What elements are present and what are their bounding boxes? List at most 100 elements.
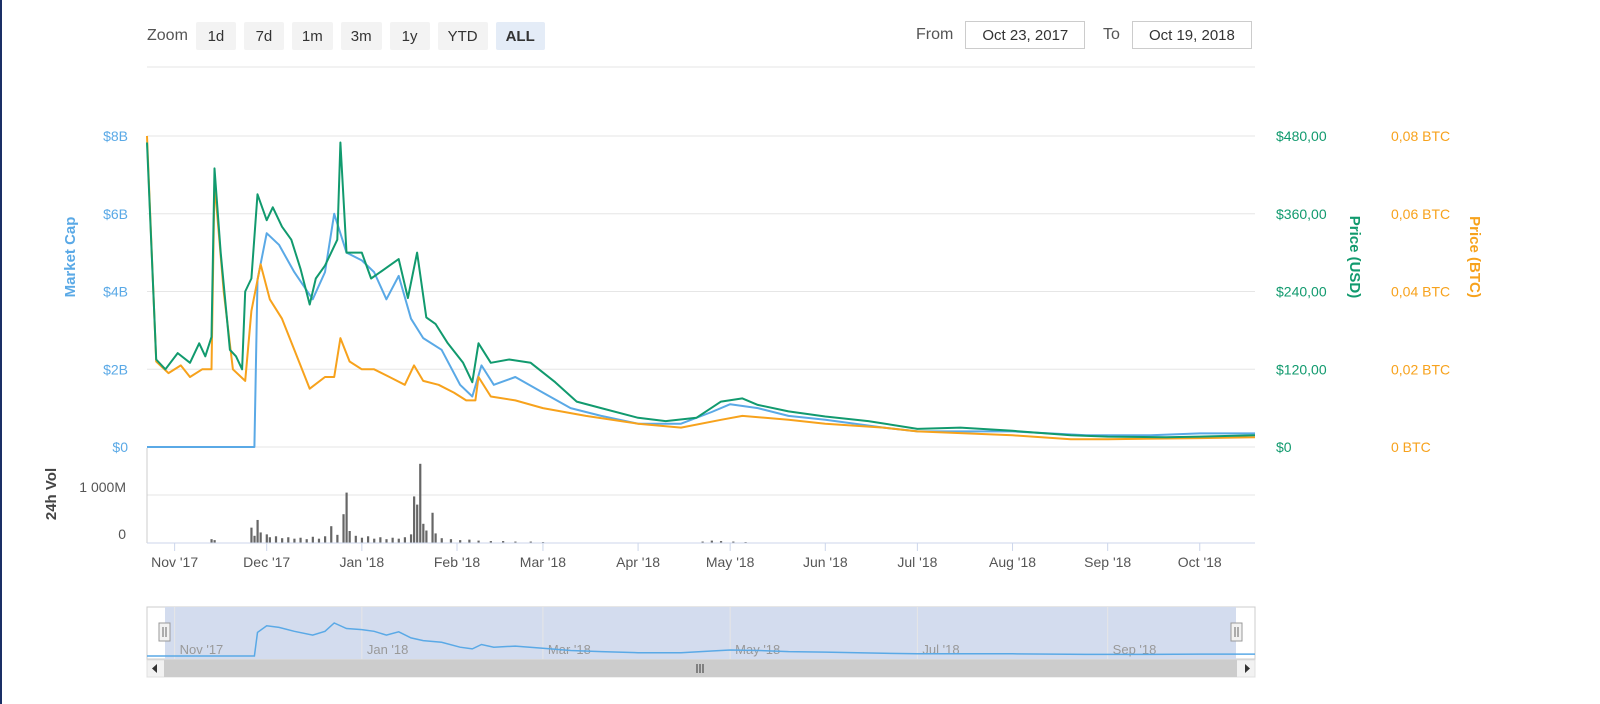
axis-ticks: $0 $2B $4B $6B $8B $0 $120,00 $240,00 $360,00 $48… (103, 128, 1450, 570)
price-usd-tick-label: $240,00 (1276, 284, 1327, 300)
zoom-1m-button[interactable]: 1m (291, 22, 333, 50)
x-tick-label: Nov '17 (151, 554, 198, 570)
volume-bar (732, 541, 735, 543)
navigator-tick-label: Mar '18 (548, 642, 591, 657)
market-cap-tick-label: $2B (103, 361, 128, 377)
volume-bar (345, 492, 348, 543)
volume-bar (397, 538, 400, 543)
price-usd-line (146, 141, 1256, 439)
navigator-tick-label: May '18 (735, 642, 780, 657)
navigator-tick-label: Jan '18 (367, 642, 409, 657)
market-cap-axis-title: Market Cap (62, 217, 79, 298)
volume-bar (256, 519, 259, 543)
volume-bar (403, 537, 407, 543)
volume-bar (268, 537, 271, 543)
volume-bar (348, 531, 351, 543)
zoom-toolbar: Zoom 1d 7d 1m 3m 1y YTD ALL (147, 21, 553, 51)
volume-bar (422, 523, 425, 543)
market-cap-tick-label: $0 (112, 439, 128, 455)
market-cap-tick-label: $6B (103, 206, 128, 222)
series-lines (146, 135, 1256, 448)
volume-bar (250, 527, 253, 543)
price-btc-tick-label: 0,04 BTC (1391, 284, 1450, 300)
navigator-right-handle[interactable] (1230, 622, 1243, 642)
volume-bar (391, 537, 394, 543)
volume-bar (468, 539, 471, 543)
navigator-tick-label: Nov '17 (180, 642, 224, 657)
volume-bar (317, 538, 321, 543)
zoom-all-button[interactable]: ALL (495, 22, 545, 50)
zoom-ytd-button[interactable]: YTD (437, 22, 488, 50)
x-tick-label: Oct '18 (1178, 554, 1222, 570)
grid (147, 135, 1255, 448)
volume-bar (419, 463, 422, 543)
x-tick-label: Jun '18 (803, 554, 848, 570)
zoom-1y-button[interactable]: 1y (389, 22, 430, 50)
market-cap-tick-label: $4B (103, 284, 128, 300)
from-label: From (916, 26, 954, 43)
navigator-labels: Nov '17 Jan '18 Mar '18 May '18 Jul '18 Sep '… (180, 642, 1157, 657)
zoom-7d-button[interactable]: 7d (243, 22, 284, 50)
navigator-selection[interactable] (165, 607, 1236, 659)
volume-bar (311, 536, 314, 543)
volume-bar (354, 535, 357, 543)
price-btc-axis-title: Price (BTC) (1466, 216, 1483, 298)
zoom-1d-button[interactable]: 1d (195, 22, 236, 50)
navigator-tick-label: Jul '18 (922, 642, 959, 657)
to-date-input[interactable] (1131, 21, 1252, 49)
x-tick-label: Aug '18 (989, 554, 1036, 570)
volume-grid: 0 1 000M (79, 448, 1255, 543)
volume-bar (440, 538, 443, 543)
navigator[interactable]: Nov '17 Jan '18 Mar '18 May '18 Jul '18 Sep '… (146, 606, 1256, 660)
volume-bar (336, 534, 339, 543)
market-cap-line (147, 212, 1255, 448)
navigator-line (147, 622, 1255, 657)
x-tick-label: Jan '18 (339, 554, 384, 570)
volume-bar (529, 541, 532, 543)
volume-bar (719, 541, 723, 543)
market-cap-tick-label: $8B (103, 128, 128, 144)
volume-bar (342, 514, 345, 543)
volume-bar (366, 536, 370, 543)
volume-bar (265, 534, 268, 543)
volume-bar (210, 539, 213, 543)
from-date-input[interactable] (965, 21, 1086, 49)
volume-bar (431, 512, 434, 543)
volume-bar (459, 540, 462, 543)
x-tick-label: May '18 (706, 554, 755, 570)
volume-bar (305, 539, 308, 543)
x-tick-label: Mar '18 (520, 554, 566, 570)
scrollbar[interactable] (146, 659, 1256, 678)
price-btc-tick-label: 0 BTC (1391, 439, 1431, 455)
scroll-left-arrow-icon[interactable] (152, 664, 157, 673)
price-btc-tick-label: 0,08 BTC (1391, 128, 1450, 144)
scroll-right-arrow-icon[interactable] (1245, 664, 1250, 673)
x-tick-label: Dec '17 (243, 554, 290, 570)
zoom-label: Zoom (147, 27, 188, 44)
navigator-left-handle[interactable] (158, 622, 171, 642)
volume-tick-label: 0 (118, 526, 126, 542)
to-label: To (1103, 26, 1120, 43)
volume-bar (324, 536, 327, 543)
volume-bar (502, 541, 505, 543)
date-range-to: To (1103, 21, 1252, 49)
x-tick-label: Apr '18 (616, 554, 660, 570)
date-range-from: From (916, 21, 1086, 49)
volume-bar (489, 541, 492, 543)
price-usd-tick-label: $0 (1276, 439, 1292, 455)
volume-bar (385, 539, 388, 543)
volume-bar (379, 537, 382, 543)
volume-bar (287, 537, 290, 543)
zoom-3m-button[interactable]: 3m (340, 22, 382, 50)
volume-bar (213, 540, 216, 543)
volume-bar (259, 532, 262, 543)
navigator-tick-label: Sep '18 (1113, 642, 1157, 657)
volume-bars (210, 463, 747, 543)
volume-bar (701, 541, 704, 543)
volume-axis-title: 24h Vol (43, 468, 60, 520)
price-usd-axis-title: Price (USD) (1346, 216, 1363, 299)
scrollbar-thumb-grip-icon (696, 664, 704, 673)
volume-bar (514, 541, 517, 543)
x-tick-label: Sep '18 (1084, 554, 1131, 570)
